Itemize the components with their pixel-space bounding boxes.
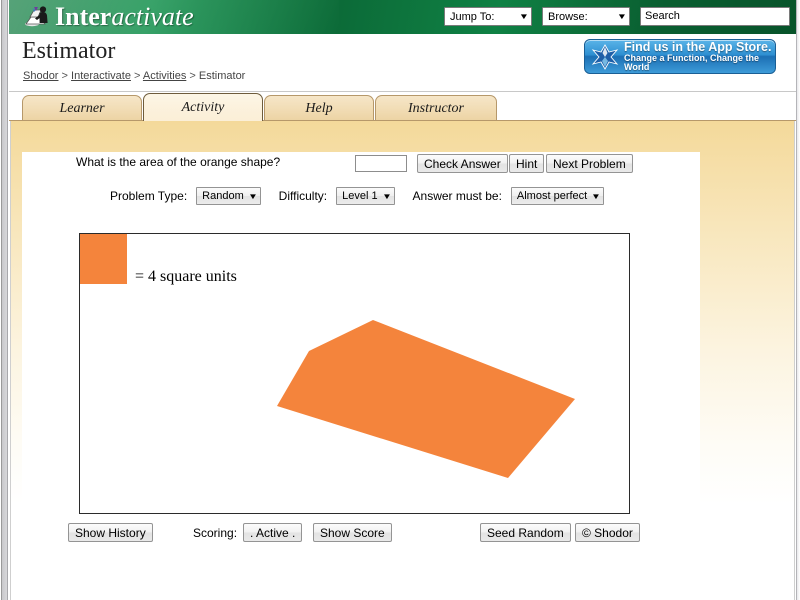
browse-label: Browse: [548,10,588,23]
next-problem-button[interactable]: Next Problem [546,154,633,173]
problem-type-value: Random [202,190,244,202]
seed-random-button[interactable]: Seed Random [480,523,571,542]
copyright-shodor-button[interactable]: © Shodor [575,523,640,542]
breadcrumb-separator: > [134,70,141,82]
window-left-edge [0,0,9,600]
answer-must-be-value: Almost perfect [516,190,588,202]
legend-label: = 4 square units [135,268,237,285]
chevron-down-icon: ▼ [591,191,602,201]
tab-bar: Learner Activity Help Instructor [9,93,796,121]
tab-help-label: Help [305,100,333,116]
person-at-computer-icon [25,5,51,29]
shape-canvas[interactable]: = 4 square units [79,233,630,514]
search-input[interactable]: Search [640,7,790,26]
breadcrumb-item-activities[interactable]: Activities [142,70,187,82]
tab-learner[interactable]: Learner [22,95,142,121]
show-history-button[interactable]: Show History [68,523,153,542]
scoring-label: Scoring: [193,526,238,540]
breadcrumb-separator: > [61,70,68,82]
breadcrumb-item-current: Estimator [198,70,246,82]
breadcrumb-separator: > [189,70,196,82]
orange-polygon-shape [277,320,575,478]
browse-dropdown[interactable]: Browse: ▼ [542,7,630,26]
question-row: What is the area of the orange shape? [76,155,280,169]
chevron-down-icon: ▼ [381,191,392,201]
jump-to-label: Jump To: [450,10,495,23]
difficulty-dropdown[interactable]: Level 1 ▼ [336,187,395,205]
answer-input[interactable] [355,155,407,172]
chevron-down-icon: ▼ [247,191,258,201]
chevron-down-icon: ▼ [518,12,530,21]
shodor-star-icon [591,43,619,70]
site-header: Interactivate Jump To: ▼ Browse: ▼ Searc… [9,0,796,34]
hint-button[interactable]: Hint [509,154,545,173]
options-row: Problem Type: Random ▼ Difficulty: Level… [110,187,605,205]
breadcrumb-item-shodor[interactable]: Shodor [23,70,59,82]
app-store-text: Find us in the App Store. Change a Funct… [624,39,775,73]
app-store-line1: Find us in the App Store. [624,39,772,54]
page-title: Estimator [22,38,116,64]
problem-type-label: Problem Type: [110,189,188,203]
tab-help[interactable]: Help [264,95,374,121]
jump-to-dropdown[interactable]: Jump To: ▼ [444,7,532,26]
legend-color-swatch [80,234,127,284]
show-score-button[interactable]: Show Score [313,523,392,542]
scoring-toggle-button[interactable]: . Active . [243,523,303,542]
logo-text-italic: activate [111,2,194,31]
problem-type-dropdown[interactable]: Random ▼ [196,187,261,205]
tab-activity-label: Activity [181,99,225,115]
question-label: What is the area of the orange shape? [76,155,281,169]
site-logo[interactable]: Interactivate [25,2,194,32]
title-band: Estimator Shodor > Interactivate > Activ… [9,34,796,92]
tab-underline [9,120,796,121]
chevron-down-icon: ▼ [616,12,628,21]
answer-must-be-dropdown[interactable]: Almost perfect ▼ [510,187,605,205]
tab-instructor-label: Instructor [408,100,464,116]
breadcrumb: Shodor > Interactivate > Activities > Es… [23,70,245,82]
window-right-edge [796,0,800,600]
app-store-banner[interactable]: Find us in the App Store. Change a Funct… [584,39,776,74]
difficulty-label: Difficulty: [278,189,328,203]
app-store-line2: Change a Function, Change the World [624,52,760,73]
answer-must-be-label: Answer must be: [412,189,502,203]
tab-instructor[interactable]: Instructor [375,95,497,121]
breadcrumb-item-interactivate[interactable]: Interactivate [71,70,131,82]
logo-text-bold: Inter [55,2,112,31]
header-controls: Jump To: ▼ Browse: ▼ Search [444,7,790,26]
tab-activity[interactable]: Activity [143,93,263,121]
site-logo-text: Interactivate [55,4,194,30]
difficulty-value: Level 1 [342,190,378,202]
check-answer-button[interactable]: Check Answer [417,154,508,173]
tab-learner-label: Learner [59,100,105,116]
